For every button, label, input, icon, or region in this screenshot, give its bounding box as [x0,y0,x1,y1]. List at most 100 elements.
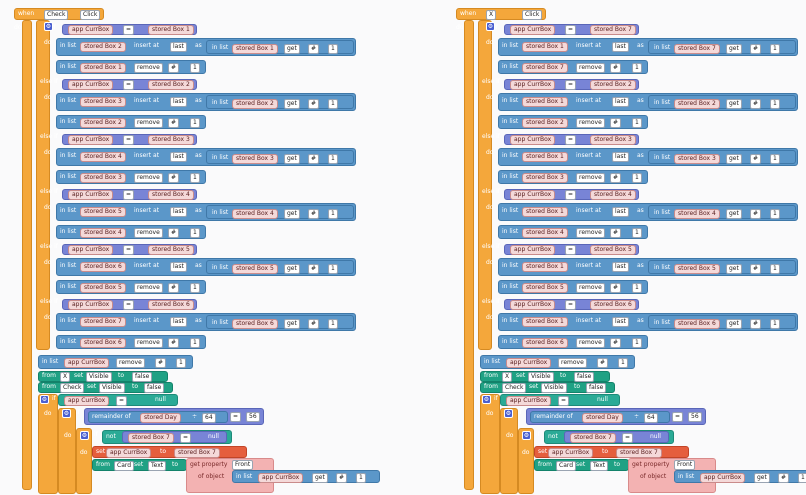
global-var-getter[interactable]: app CurrBox [64,396,110,406]
stored-var-getter[interactable]: stored Box 3 [148,135,194,145]
remove-dropdown[interactable]: remove [134,283,163,293]
index-mode-dropdown[interactable]: # [168,118,180,128]
stored-var-getter[interactable]: stored Box 1 [148,25,194,35]
list-var-getter[interactable]: stored Box 2 [674,99,720,109]
global-var-getter[interactable]: app CurrBox [68,300,114,310]
global-var-getter[interactable]: app CurrBox [68,80,114,90]
operator-dropdown[interactable]: = [622,433,634,443]
list-var-getter[interactable]: stored Box 5 [80,207,126,217]
stored-var-getter[interactable]: stored Box 7 [570,433,616,443]
global-var-getter[interactable]: app CurrBox [510,300,556,310]
list-var-getter[interactable]: stored Box 2 [80,118,126,128]
global-var-getter[interactable]: app CurrBox [510,80,556,90]
list-var-getter[interactable]: stored Box 3 [232,154,278,164]
list-var-getter[interactable]: stored Box 6 [80,262,126,272]
number-value[interactable]: 64 [644,413,658,423]
operator-dropdown[interactable]: = [180,433,192,443]
global-var-getter[interactable]: app CurrBox [506,358,552,368]
position-dropdown[interactable]: last [612,262,629,272]
remove-dropdown[interactable]: remove [134,63,163,73]
position-dropdown[interactable]: last [170,317,187,327]
index-number[interactable]: 1 [190,173,200,183]
stored-var-getter[interactable]: stored Day [140,413,181,423]
stored-var-getter[interactable]: stored Box 4 [590,190,636,200]
mutator-gear-icon[interactable]: ⚙ [40,395,49,404]
remove-dropdown[interactable]: remove [576,118,605,128]
mutator-gear-icon[interactable]: ⚙ [486,22,495,31]
position-dropdown[interactable]: last [170,262,187,272]
global-var-getter[interactable]: app CurrBox [510,245,556,255]
index-mode-dropdown[interactable]: # [778,473,790,483]
index-mode-dropdown[interactable]: # [750,264,762,274]
list-var-getter[interactable]: stored Box 6 [232,319,278,329]
remove-list-block[interactable] [498,170,648,184]
get-dropdown[interactable]: get [726,44,742,54]
get-dropdown[interactable]: get [284,209,300,219]
remove-dropdown[interactable]: remove [134,118,163,128]
list-var-getter[interactable]: stored Box 6 [674,319,720,329]
global-var-getter[interactable]: app CurrBox [68,190,114,200]
remove-dropdown[interactable]: remove [134,173,163,183]
operator-dropdown[interactable]: = [565,300,577,310]
remove-list-block[interactable] [498,115,648,129]
remove-list-block[interactable] [498,335,648,349]
index-number[interactable]: 1 [328,319,338,329]
index-mode-dropdown[interactable]: # [308,209,320,219]
index-number[interactable]: 1 [632,173,642,183]
index-number[interactable]: 1 [770,44,780,54]
index-mode-dropdown[interactable]: # [308,44,320,54]
remove-dropdown[interactable]: remove [576,338,605,348]
index-mode-dropdown[interactable]: # [750,319,762,329]
index-number[interactable]: 1 [770,264,780,274]
remove-dropdown[interactable]: remove [576,173,605,183]
index-mode-dropdown[interactable]: # [168,283,180,293]
operator-dropdown[interactable]: = [123,300,135,310]
event-dropdown[interactable]: Click [80,10,101,20]
remove-list-block[interactable] [56,280,206,294]
get-dropdown[interactable]: get [726,264,742,274]
index-number[interactable]: 1 [190,283,200,293]
list-var-getter[interactable]: stored Box 5 [232,264,278,274]
index-mode-dropdown[interactable]: # [597,358,609,368]
number-value[interactable]: 56 [246,412,260,422]
position-dropdown[interactable]: last [170,152,187,162]
mutator-gear-icon[interactable]: ⚙ [44,22,53,31]
list-var-getter[interactable]: stored Box 1 [232,44,278,54]
index-mode-dropdown[interactable]: # [750,154,762,164]
list-var-getter[interactable]: stored Box 7 [674,44,720,54]
index-mode-dropdown[interactable]: # [336,473,348,483]
get-dropdown[interactable]: get [754,473,770,483]
list-var-getter[interactable]: stored Box 5 [674,264,720,274]
list-var-getter[interactable]: stored Box 5 [80,283,126,293]
stored-var-getter[interactable]: stored Box 7 [128,433,174,443]
list-var-getter[interactable]: stored Box 1 [522,42,568,52]
number-value[interactable]: 64 [202,413,216,423]
global-var-getter[interactable]: app CurrBox [700,473,746,483]
index-mode-dropdown[interactable]: # [168,63,180,73]
global-var-getter[interactable]: app CurrBox [68,135,114,145]
get-dropdown[interactable]: get [726,209,742,219]
mutator-gear-icon[interactable]: ⚙ [522,431,531,440]
property-dropdown[interactable]: Visible [86,372,112,382]
global-var-getter[interactable]: app CurrBox [68,25,114,35]
component-dropdown[interactable]: Check [44,10,69,20]
index-mode-dropdown[interactable]: # [750,44,762,54]
index-number[interactable]: 1 [798,473,806,483]
index-number[interactable]: 1 [770,99,780,109]
component-dropdown[interactable]: X [502,372,513,382]
stored-var-getter[interactable]: stored Box 3 [590,135,636,145]
remove-dropdown[interactable]: remove [576,283,605,293]
position-dropdown[interactable]: last [612,42,629,52]
remove-dropdown[interactable]: remove [576,228,605,238]
operator-dropdown[interactable]: = [672,412,684,422]
index-mode-dropdown[interactable]: # [308,264,320,274]
boolean-value[interactable]: false [586,383,607,393]
list-var-getter[interactable]: stored Box 2 [522,118,568,128]
operator-dropdown[interactable]: = [565,135,577,145]
operator-dropdown[interactable]: = [565,80,577,90]
index-number[interactable]: 1 [356,473,366,483]
index-mode-dropdown[interactable]: # [308,154,320,164]
list-var-getter[interactable]: stored Box 1 [522,317,568,327]
list-var-getter[interactable]: stored Box 6 [522,338,568,348]
